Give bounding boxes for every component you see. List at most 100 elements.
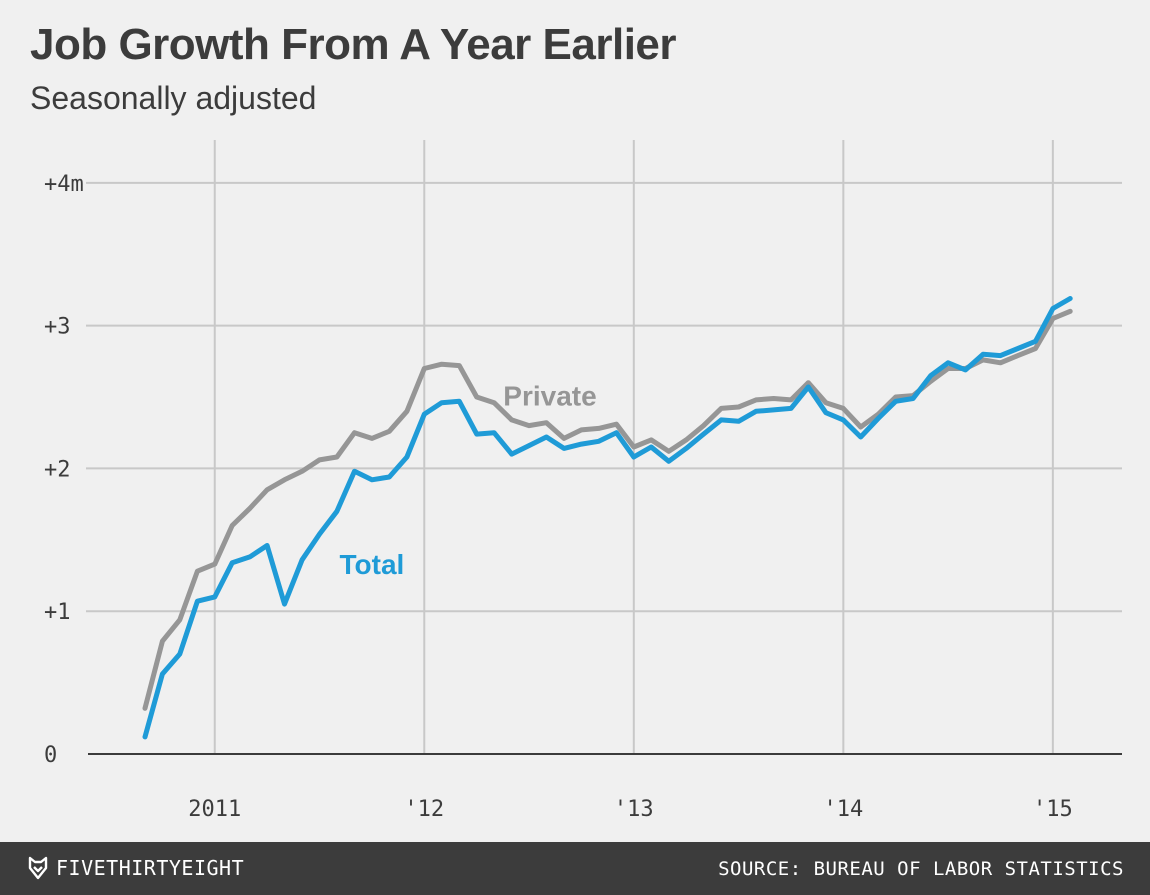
- data-point-total: [666, 459, 671, 464]
- data-point-private: [718, 406, 724, 411]
- data-point-total: [282, 601, 287, 607]
- data-point-private: [579, 427, 584, 433]
- y-tick-label: +1: [44, 600, 71, 625]
- data-point-total: [579, 441, 584, 447]
- data-point-private: [701, 423, 706, 428]
- data-point-private: [142, 706, 148, 711]
- data-point-total: [404, 454, 410, 460]
- data-point-total: [788, 406, 794, 411]
- data-point-total: [893, 399, 898, 404]
- data-point-total: [422, 411, 427, 417]
- data-point-total: [1068, 296, 1073, 301]
- data-point-total: [683, 446, 689, 451]
- series-label-private: Private: [503, 381, 596, 412]
- y-tick-label: +3: [44, 315, 71, 340]
- data-point-private: [264, 487, 270, 493]
- data-point-total: [858, 434, 863, 440]
- data-point-total: [457, 399, 462, 404]
- data-point-total: [334, 509, 340, 514]
- data-point-private: [334, 454, 340, 460]
- data-point-private: [980, 357, 986, 363]
- data-point-private: [526, 423, 532, 428]
- data-point-private: [491, 400, 497, 405]
- data-point-private: [369, 436, 375, 441]
- data-point-total: [1050, 306, 1056, 311]
- fivethirtyeight-fox-icon: [28, 856, 48, 880]
- data-point-total: [491, 430, 497, 435]
- data-point-total: [352, 469, 357, 474]
- data-point-total: [823, 410, 829, 415]
- data-point-private: [753, 397, 759, 403]
- data-point-total: [753, 409, 759, 414]
- data-point-total: [229, 560, 235, 565]
- data-point-private: [649, 437, 654, 443]
- data-point-total: [369, 477, 375, 483]
- data-point-total: [806, 384, 811, 390]
- data-point-private: [1033, 346, 1038, 351]
- data-point-private: [422, 366, 427, 371]
- data-point-private: [841, 406, 846, 411]
- data-point-total: [718, 417, 724, 423]
- data-point-private: [177, 617, 182, 622]
- data-point-total: [771, 407, 776, 413]
- series-lines: [142, 296, 1073, 740]
- x-axis-ticks: 2011 '12 '13 '14 '15: [188, 797, 1072, 822]
- data-point-private: [614, 421, 619, 427]
- series-line-total: [142, 296, 1073, 740]
- data-point-total: [195, 599, 200, 604]
- data-point-total: [945, 360, 951, 365]
- data-point-private: [474, 394, 479, 400]
- y-tick-label: 0: [44, 743, 57, 768]
- series-label-total: Total: [339, 549, 404, 580]
- data-point-total: [980, 351, 986, 357]
- x-tick-label: 2011: [188, 797, 241, 822]
- data-point-private: [544, 420, 549, 425]
- data-point-total: [1015, 346, 1021, 351]
- data-point-total: [509, 451, 514, 457]
- data-point-total: [439, 400, 444, 405]
- data-point-private: [788, 397, 794, 403]
- data-point-total: [160, 671, 165, 677]
- grid-lines: [86, 140, 1122, 755]
- data-point-private: [439, 361, 444, 367]
- chart-title: Job Growth From A Year Earlier: [30, 20, 677, 69]
- series-line-private: [142, 308, 1073, 711]
- data-point-total: [596, 439, 602, 444]
- x-tick-label: '14: [823, 797, 863, 822]
- source-note: SOURCE: BUREAU OF LABOR STATISTICS: [718, 858, 1124, 880]
- data-point-total: [474, 431, 479, 437]
- chart-subtitle: Seasonally adjusted: [30, 80, 317, 116]
- data-point-total: [212, 594, 217, 600]
- data-point-private: [998, 360, 1003, 365]
- y-tick-label: +4m: [44, 172, 84, 197]
- data-point-private: [561, 436, 567, 441]
- data-point-private: [387, 429, 392, 434]
- data-point-private: [229, 523, 235, 528]
- data-point-private: [457, 363, 462, 368]
- data-point-private: [1015, 353, 1021, 358]
- data-point-private: [317, 457, 322, 463]
- data-point-total: [387, 474, 392, 480]
- data-point-private: [806, 380, 811, 385]
- data-point-private: [195, 569, 200, 574]
- data-point-total: [841, 417, 846, 423]
- data-point-total: [998, 353, 1003, 358]
- data-point-private: [823, 400, 829, 405]
- data-point-private: [247, 506, 252, 511]
- data-point-private: [212, 561, 217, 567]
- data-point-total: [544, 434, 549, 440]
- data-point-total: [631, 454, 637, 460]
- data-point-total: [561, 446, 567, 451]
- data-point-private: [160, 638, 165, 644]
- data-point-total: [736, 419, 741, 424]
- brand: FIVETHIRTYEIGHT: [28, 856, 244, 880]
- footer-bar: FIVETHIRTYEIGHT SOURCE: BUREAU OF LABOR …: [0, 842, 1150, 895]
- data-point-total: [317, 531, 322, 537]
- data-point-total: [247, 554, 252, 560]
- data-point-total: [910, 396, 916, 401]
- data-point-private: [683, 437, 689, 443]
- data-point-total: [177, 651, 182, 657]
- data-point-private: [299, 469, 305, 474]
- data-point-total: [614, 430, 619, 435]
- data-point-private: [666, 449, 671, 454]
